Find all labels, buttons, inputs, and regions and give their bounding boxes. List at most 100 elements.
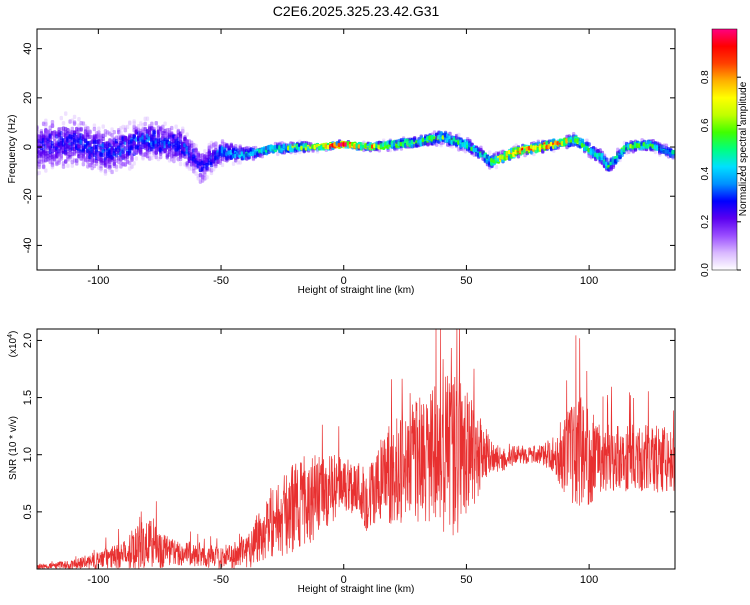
heatmap-cell [41, 121, 46, 126]
heatmap-cell [158, 154, 163, 160]
heatmap-cell [185, 132, 189, 137]
heatmap-cell [134, 156, 139, 161]
heatmap-cell [130, 157, 134, 162]
heatmap-cell [130, 157, 134, 162]
heatmap-cell [81, 161, 86, 167]
heatmap-cell [132, 124, 136, 130]
heatmap-cell [664, 143, 669, 148]
heatmap-cell [86, 164, 90, 169]
heatmap-cell [194, 143, 198, 149]
heatmap-cell [145, 153, 150, 159]
heatmap-cell [110, 133, 114, 138]
heatmap-cell [178, 137, 183, 142]
heatmap-cell [121, 162, 125, 167]
heatmap-cell [207, 142, 211, 148]
y-tick-label: 1.0 [22, 447, 34, 462]
heatmap-y-ticks: -40 -20 0 20 40 [22, 43, 675, 253]
snr-x-axis-label: Height of straight line (km) [298, 584, 415, 595]
x-tick-label: 0 [341, 574, 347, 586]
heatmap-frame [36, 28, 676, 271]
heatmap-cell [205, 175, 209, 180]
heatmap-cell [220, 162, 225, 168]
heatmap-cell [147, 152, 152, 157]
heatmap-cell [154, 121, 158, 126]
heatmap-cell [121, 124, 125, 130]
heatmap-cell [150, 155, 154, 161]
heatmap-cell [156, 133, 161, 139]
heatmap-cell [209, 144, 214, 149]
heatmap-cell [141, 156, 145, 161]
heatmap-cell [110, 169, 114, 175]
x-tick-label: 50 [460, 574, 472, 586]
y-tick-label: 0.5 [22, 504, 34, 519]
heatmap-cell [209, 140, 214, 146]
snr-series-line [37, 329, 675, 569]
heatmap-cell [143, 121, 147, 127]
heatmap-cell [154, 121, 158, 126]
heatmap-cell [103, 169, 108, 174]
heatmap-cell [44, 123, 48, 129]
y-tick-label: -20 [22, 188, 34, 204]
heatmap-cell [88, 130, 92, 135]
heatmap-cell [457, 132, 461, 138]
heatmap-cell [44, 118, 48, 123]
heatmap-cell [611, 164, 616, 169]
heatmap-cell [382, 138, 386, 143]
colorbar: 0.0 0.2 0.4 0.6 0.8 Normalized spectral ampl… [700, 28, 749, 277]
heatmap-cell [90, 165, 94, 171]
heatmap-cell [123, 126, 128, 132]
y-tick-label: 20 [22, 92, 34, 104]
heatmap-cell [123, 125, 128, 130]
heatmap-cell [388, 147, 393, 153]
heatmap-cell [68, 119, 72, 124]
heatmap-cells [37, 111, 675, 184]
heatmap-cell [541, 149, 545, 154]
heatmap-cell [448, 131, 452, 137]
heatmap-cell [70, 163, 75, 168]
heatmap-cell [488, 150, 492, 155]
heatmap-cell [587, 142, 591, 147]
heatmap-cell [110, 127, 114, 132]
heatmap-cell [139, 121, 143, 126]
x-tick-label: 0 [341, 275, 347, 287]
heatmap-cell [79, 126, 83, 132]
heatmap-cell [50, 162, 55, 167]
heatmap-cell [64, 159, 68, 164]
heatmap-cell [192, 142, 196, 148]
colorbar-tick-label: 0.6 [700, 118, 711, 132]
heatmap-cell [112, 161, 116, 166]
colorbar-tick-label: 0.0 [700, 263, 711, 277]
heatmap-cell [77, 123, 81, 128]
heatmap-cell [671, 154, 675, 159]
heatmap-cell [81, 121, 86, 126]
heatmap-cell [99, 163, 103, 169]
snr-scale-prefix: (x10 [8, 337, 19, 357]
heatmap-cell [41, 121, 46, 127]
heatmap-cell [72, 114, 77, 120]
heatmap-cell [101, 124, 105, 129]
heatmap-cell [57, 127, 61, 132]
heatmap-cell [132, 140, 136, 146]
heatmap-cell [260, 154, 264, 159]
y-tick-label: 40 [22, 43, 34, 55]
heatmap-cell [231, 161, 236, 166]
snr-frame [36, 328, 676, 570]
heatmap-cell [196, 176, 200, 181]
heatmap-x-ticks: -100 -50 0 50 100 [87, 29, 598, 287]
heatmap-cell [108, 167, 112, 173]
heatmap-cell [150, 121, 154, 127]
heatmap-cell [234, 143, 238, 149]
heatmap-cell [145, 116, 150, 121]
heatmap-cell [653, 149, 658, 155]
heatmap-cell [101, 136, 105, 142]
heatmap-cell [103, 132, 108, 137]
heatmap-cell [108, 164, 112, 170]
heatmap-cell [128, 166, 132, 171]
heatmap-cell [64, 111, 68, 116]
snr-y-ticks: 0.5 1.0 1.5 2.0 [22, 333, 675, 520]
colorbar-tick-label: 0.2 [700, 214, 711, 228]
heatmap-cell [70, 159, 75, 165]
heatmap-cell [181, 126, 185, 131]
heatmap-cell [79, 121, 83, 126]
snr-plot-area [37, 329, 675, 569]
